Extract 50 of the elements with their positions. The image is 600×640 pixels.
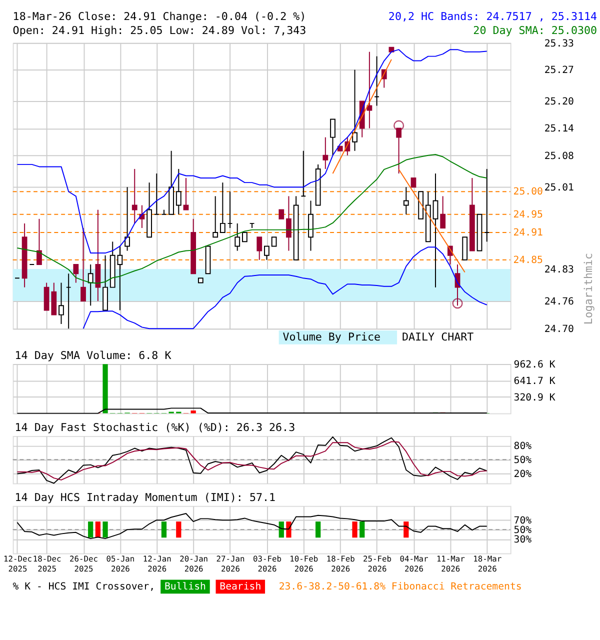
x-tick-label: 18-Mar 2026 <box>473 554 502 574</box>
text: 20 Day SMA: 25.0300 <box>473 24 598 37</box>
text: Bullish <box>164 582 206 593</box>
x-tick-label: 05-Jan 2026 <box>106 554 135 574</box>
chart-title: 18-Mar-26 Close: 24.91 Change: -0.04 (-0.2 %) <box>12 10 306 24</box>
y-tick-label: 25.20 <box>544 96 574 108</box>
y-tick-label: 24.70 <box>544 324 574 336</box>
x-tick-label: 27-Jan 2026 <box>216 554 245 574</box>
y-tick-label: 25.08 <box>544 150 574 162</box>
y-tick-label: 320.9 K <box>514 392 556 404</box>
y-tick-label: 80% <box>514 440 532 452</box>
text: 23.6-38.2-50-61.8% Fibonacci Retracements <box>278 582 522 593</box>
y-tick-label: 25.33 <box>544 38 574 50</box>
x-tick-label: 10-Feb 2026 <box>290 554 318 574</box>
y-tick-label: 25.14 <box>544 124 574 135</box>
x-tick-label: 20-Jan 2026 <box>180 554 208 574</box>
ref-line-label: 24.91 <box>513 227 544 238</box>
band-label: Volume By Price <box>282 330 381 344</box>
text: % K - HCS IMI Crossover, <box>12 582 156 593</box>
text: 20,2 HC Bands: 24.7517 , 25.3114 <box>388 10 598 24</box>
ref-line-label: 24.85 <box>513 254 544 266</box>
x-tick-label: 11-Mar 2026 <box>436 554 466 574</box>
x-tick-label: 18-Dec 2025 <box>32 554 62 574</box>
y-tick-label: 20% <box>514 469 532 480</box>
y-tick-label: 962.6 K <box>514 359 556 370</box>
x-tick-label: 12-Dec 2025 <box>3 554 32 574</box>
x-tick-label: 18-Feb 2026 <box>326 554 356 574</box>
x-tick-label: 04-Mar 2026 <box>400 554 428 574</box>
y-tick-label: 25.27 <box>544 65 574 76</box>
y-tick-label: 25.01 <box>544 182 574 194</box>
y-tick-label: 70% <box>514 516 532 527</box>
chart-title: 14 Day Fast Stochastic (%K) (%D): 26.3 26.3 <box>14 421 296 434</box>
y-tick-label: 50% <box>514 455 532 466</box>
y-axis-title: Logarithmic <box>582 252 596 325</box>
chart-subtitle: Open: 24.91 High: 25.05 Low: 24.89 Vol: 7,343 <box>12 24 306 37</box>
ref-line-label: 25.00 <box>513 186 544 198</box>
chart-title: 14 Day SMA Volume: 6.8 K <box>14 349 172 362</box>
y-tick-label: 50% <box>514 525 532 536</box>
x-tick-label: 26-Dec 2025 <box>70 554 98 574</box>
chart-title: 14 Day HCS Intraday Momentum (IMI): 57.1 <box>14 490 276 504</box>
ref-line-label: 24.95 <box>513 209 544 220</box>
x-tick-label: 03-Feb 2026 <box>252 554 282 574</box>
y-tick-label: 24.83 <box>544 264 574 276</box>
text: DAILY CHART <box>402 330 474 344</box>
y-tick-label: 24.76 <box>544 296 574 308</box>
x-tick-label: 25-Feb 2026 <box>363 554 392 574</box>
y-tick-label: 30% <box>514 534 532 546</box>
y-tick-label: 641.7 K <box>514 376 556 387</box>
x-tick-label: 12-Jan 2026 <box>142 554 172 574</box>
text: Bearish <box>220 582 262 593</box>
